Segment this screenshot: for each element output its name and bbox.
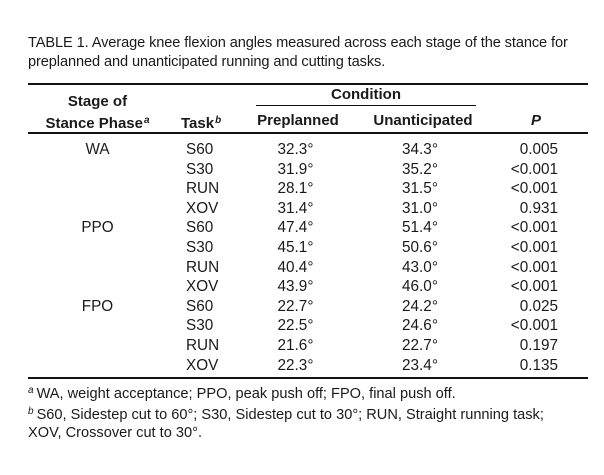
header-stage: Stage of Stance Phasea	[40, 92, 155, 133]
header-unanticipated: Unanticipated	[373, 112, 473, 129]
header-stage-footnote-marker: a	[144, 115, 150, 126]
cell-unanticipated: 35.2°	[402, 160, 438, 178]
footnote-a: a WA, weight acceptance; PPO, peak push o…	[28, 381, 456, 404]
header-stage-line-1: Stage of	[67, 93, 128, 110]
cell-unanticipated: 22.7°	[402, 337, 438, 354]
footnote-b-marker: b	[28, 406, 34, 417]
cell-unanticipated: 31.0°	[402, 199, 438, 217]
cell-p: <0.001	[510, 160, 558, 178]
header-preplanned: Preplanned	[257, 112, 339, 129]
cell-p: <0.001	[510, 180, 558, 198]
footnote-a-marker: a	[28, 385, 34, 396]
cell-preplanned: 22.3°	[277, 356, 314, 374]
cell-p: 0.931	[519, 199, 558, 217]
cell-p: <0.001	[510, 317, 558, 335]
cell-unanticipated: 31.5°	[402, 180, 438, 198]
cell-unanticipated: 50.6°	[402, 239, 438, 256]
cell-p: 0.197	[519, 337, 558, 354]
cell-stage: WA	[85, 141, 110, 158]
footnote-b-line-1: S60, Sidestep cut to 60°; S30, Sidestep …	[36, 407, 544, 423]
cell-task: XOV	[186, 278, 219, 296]
cell-unanticipated: 46.0°	[402, 278, 438, 296]
header-stage-line-2: Stance Phasea	[45, 115, 150, 132]
cell-unanticipated: 23.4°	[402, 356, 438, 374]
table-caption-line-1: TABLE 1. Average knee flexion angles mea…	[28, 35, 568, 51]
cell-preplanned: 28.1°	[277, 180, 314, 198]
table-top-rule	[28, 83, 588, 85]
cell-p: <0.001	[510, 278, 558, 296]
cell-preplanned: 21.6°	[277, 337, 314, 354]
cell-task: S60	[186, 297, 214, 315]
cell-preplanned: 45.1°	[277, 239, 314, 256]
cell-unanticipated: 34.3°	[402, 141, 438, 158]
cell-task: S30	[186, 317, 214, 335]
header-bottom-rule	[28, 132, 588, 134]
cell-p: 0.135	[519, 356, 558, 374]
cell-unanticipated: 24.2°	[402, 297, 438, 315]
cell-unanticipated: 51.4°	[402, 219, 438, 237]
cell-preplanned: 43.9°	[277, 278, 314, 296]
cell-task: S30	[186, 160, 214, 178]
table-caption-line-2: preplanned and unanticipated running and…	[28, 54, 386, 70]
cell-preplanned: 47.4°	[277, 219, 314, 237]
header-condition: Condition	[331, 86, 401, 103]
cell-task: RUN	[186, 180, 220, 198]
cell-p: <0.001	[510, 239, 558, 256]
cell-task: S30	[186, 239, 214, 256]
cell-stage: FPO	[81, 297, 114, 315]
cell-preplanned: 40.4°	[277, 258, 314, 276]
cell-task: RUN	[186, 258, 220, 276]
cell-task: RUN	[186, 337, 220, 354]
cell-stage: PPO	[81, 219, 114, 237]
cell-preplanned: 22.5°	[277, 317, 314, 335]
footnote-b-continued: XOV, Crossover cut to 30°.	[28, 425, 203, 441]
condition-underline	[256, 105, 476, 107]
cell-preplanned: 32.3°	[277, 141, 314, 158]
cell-p: 0.025	[519, 297, 558, 315]
cell-task: S60	[186, 141, 214, 158]
footnote-a-text: WA, weight acceptance; PPO, peak push of…	[36, 386, 456, 402]
cell-p: <0.001	[510, 219, 558, 237]
table-caption: TABLE 1. Average knee flexion angles mea…	[28, 34, 588, 72]
cell-preplanned: 31.4°	[277, 199, 314, 217]
cell-preplanned: 22.7°	[277, 297, 314, 315]
cell-task: XOV	[186, 199, 219, 217]
footnote-b: b S60, Sidestep cut to 60°; S30, Sidestep…	[28, 402, 544, 425]
cell-task: XOV	[186, 356, 219, 374]
cell-p: 0.005	[519, 141, 558, 158]
cell-unanticipated: 43.0°	[402, 258, 438, 276]
cell-p: <0.001	[510, 258, 558, 276]
header-p: P	[530, 112, 541, 129]
header-task-footnote-marker: b	[215, 115, 222, 126]
header-task: Taskb	[181, 115, 222, 132]
cell-task: S60	[186, 219, 214, 237]
table-bottom-rule	[28, 377, 588, 379]
cell-preplanned: 31.9°	[277, 160, 314, 178]
cell-unanticipated: 24.6°	[402, 317, 438, 335]
